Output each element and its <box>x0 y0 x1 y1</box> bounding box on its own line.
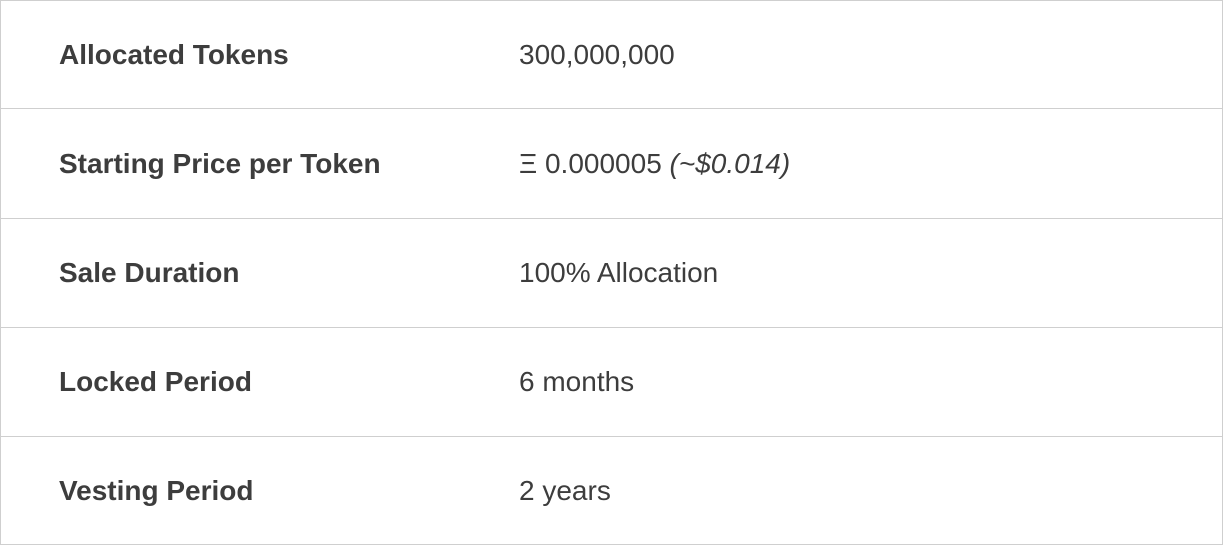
row-value-text: 300,000,000 <box>519 38 675 70</box>
row-value-text: 6 months <box>519 366 635 397</box>
row-value-text: 100% Allocation <box>519 257 719 288</box>
row-value: Ξ 0.000005 (~$0.014) <box>519 147 791 179</box>
row-value-text: Ξ 0.000005 <box>519 147 662 179</box>
row-value-text: 2 years <box>519 474 611 506</box>
row-label: Locked Period <box>59 366 252 397</box>
row-value: 2 years <box>519 474 611 506</box>
table-row-sale-duration: Sale Duration 100% Allocation <box>0 219 1223 328</box>
table-row-starting-price: Starting Price per Token Ξ 0.000005 (~$0… <box>0 109 1223 219</box>
table-row-allocated-tokens: Allocated Tokens 300,000,000 <box>0 0 1223 109</box>
table-row-vesting-period: Vesting Period 2 years <box>0 437 1223 545</box>
row-label: Allocated Tokens <box>59 38 289 70</box>
row-value: 6 months <box>519 368 634 396</box>
row-label: Starting Price per Token <box>59 147 381 179</box>
price-usd-note: (~$0.014) <box>669 147 791 179</box>
row-label: Vesting Period <box>59 474 254 506</box>
row-label: Sale Duration <box>59 257 240 288</box>
table-row-locked-period: Locked Period 6 months <box>0 328 1223 437</box>
row-value: 300,000,000 <box>519 38 675 70</box>
row-value: 100% Allocation <box>519 259 718 287</box>
